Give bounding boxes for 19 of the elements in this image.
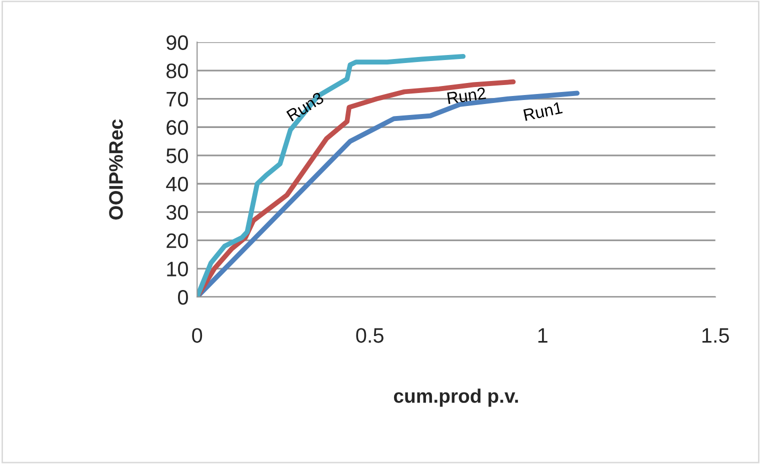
text: Run1: [523, 102, 563, 122]
y-tick-label: 80: [166, 64, 188, 78]
x-tick-label: 1: [538, 328, 548, 343]
y-tick-label: 50: [166, 148, 188, 164]
y-tick-label: 70: [166, 92, 188, 107]
x-tick-label: 0: [192, 328, 202, 343]
y-tick-label: 0: [178, 290, 188, 305]
y-tick-label: 10: [167, 262, 188, 276]
y-tick-label: 90: [166, 35, 188, 50]
text: Run2: [447, 87, 486, 104]
y-tick-label: 30: [166, 205, 188, 220]
y-tick-label: 40: [166, 176, 188, 192]
y-axis-title: OOIP%Rec: [109, 119, 123, 220]
line-series: [197, 79, 516, 297]
x-tick-label: 1.5: [702, 328, 729, 343]
x-tick-label: 0.5: [356, 328, 384, 343]
y-tick-label: 60: [166, 120, 188, 135]
x-axis-title: cum.prod p.v.: [394, 388, 518, 407]
y-tick-label: 20: [166, 233, 188, 248]
